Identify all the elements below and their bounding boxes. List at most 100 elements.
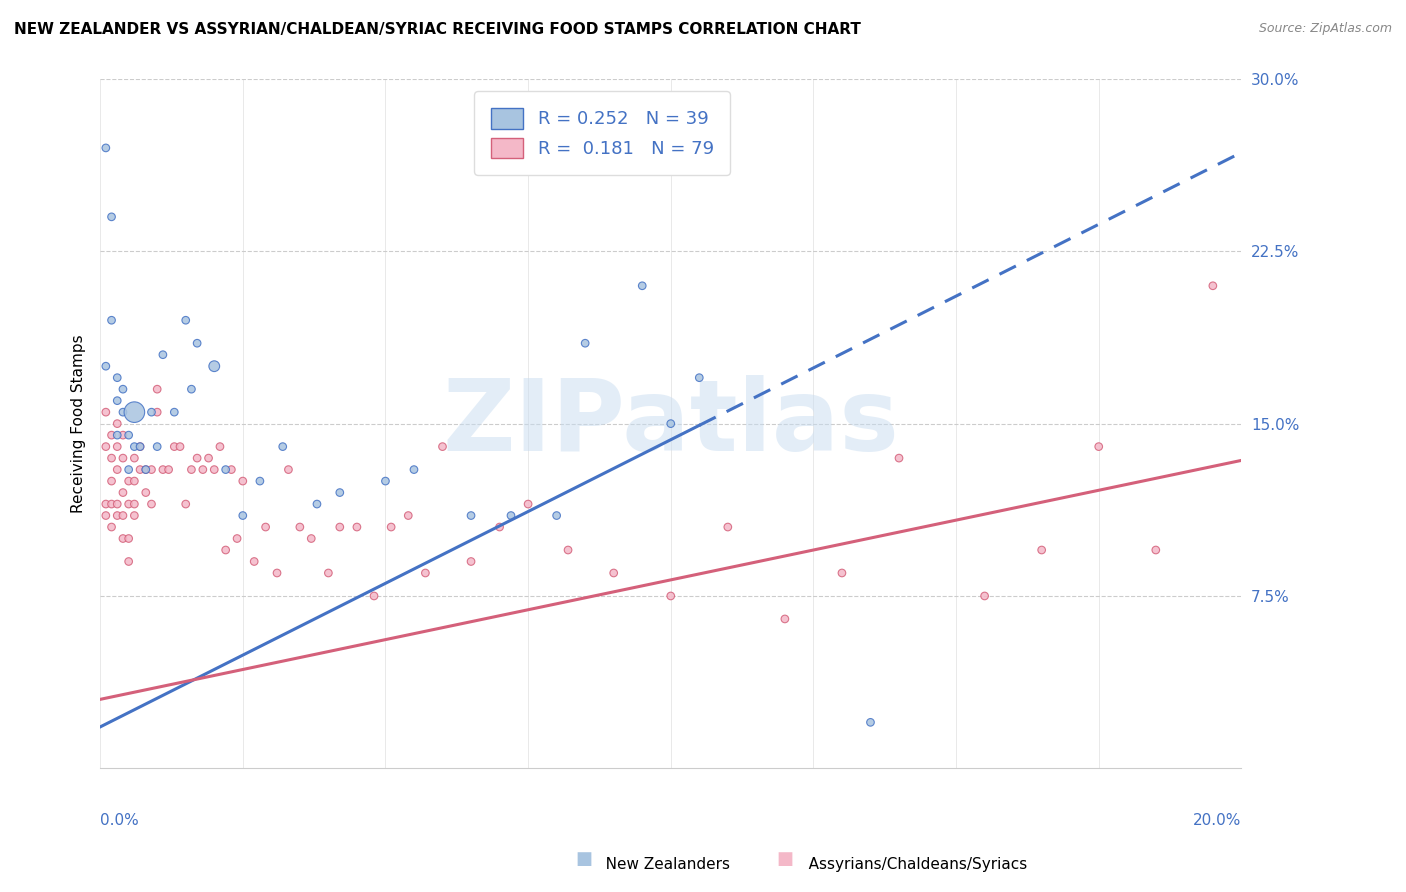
Point	[180, 382, 202, 396]
Point	[118, 462, 141, 476]
Point	[94, 141, 117, 155]
Point	[152, 348, 174, 362]
Point	[973, 589, 995, 603]
Point	[100, 210, 122, 224]
Point	[191, 462, 214, 476]
Point	[329, 485, 352, 500]
Point	[859, 715, 882, 730]
Point	[299, 532, 322, 546]
Point	[141, 405, 163, 419]
Point	[129, 440, 152, 454]
Point	[186, 451, 208, 466]
Point	[202, 359, 225, 374]
Text: NEW ZEALANDER VS ASSYRIAN/CHALDEAN/SYRIAC RECEIVING FOOD STAMPS CORRELATION CHAR: NEW ZEALANDER VS ASSYRIAN/CHALDEAN/SYRIA…	[14, 22, 860, 37]
Point	[197, 451, 219, 466]
Point	[243, 554, 266, 568]
Point	[460, 508, 482, 523]
Point	[105, 393, 128, 408]
Point	[226, 532, 249, 546]
Point	[111, 508, 134, 523]
Point	[118, 497, 141, 511]
Point	[105, 428, 128, 442]
Point	[215, 543, 238, 558]
Point	[135, 485, 157, 500]
Legend: R = 0.252   N = 39, R =  0.181   N = 79: R = 0.252 N = 39, R = 0.181 N = 79	[474, 92, 730, 175]
Point	[118, 554, 141, 568]
Point	[100, 428, 122, 442]
Point	[174, 313, 197, 327]
Point	[329, 520, 352, 534]
Point	[141, 462, 163, 476]
Point	[288, 520, 311, 534]
Point	[488, 520, 510, 534]
Point	[254, 520, 277, 534]
Point	[374, 474, 396, 488]
Point	[266, 566, 288, 580]
Point	[118, 474, 141, 488]
Point	[105, 370, 128, 384]
Text: 0.0%: 0.0%	[100, 814, 139, 828]
Point	[363, 589, 385, 603]
Point	[773, 612, 796, 626]
Point	[124, 474, 146, 488]
Point	[174, 497, 197, 511]
Point	[305, 497, 328, 511]
Text: ZIPatlas: ZIPatlas	[443, 376, 900, 472]
Point	[94, 440, 117, 454]
Point	[111, 405, 134, 419]
Point	[415, 566, 437, 580]
Point	[1202, 278, 1225, 293]
Point	[105, 508, 128, 523]
Point	[135, 462, 157, 476]
Point	[887, 451, 910, 466]
Point	[124, 508, 146, 523]
Point	[215, 462, 238, 476]
Point	[602, 566, 624, 580]
Point	[169, 440, 191, 454]
Point	[163, 405, 186, 419]
Point	[111, 532, 134, 546]
Point	[180, 462, 202, 476]
Point	[118, 532, 141, 546]
Point	[221, 462, 243, 476]
Point	[100, 451, 122, 466]
Point	[396, 508, 419, 523]
Point	[557, 543, 579, 558]
Point	[208, 440, 231, 454]
Point	[105, 440, 128, 454]
Point	[141, 497, 163, 511]
Point	[100, 474, 122, 488]
Point	[118, 428, 141, 442]
Point	[100, 497, 122, 511]
Point	[1087, 440, 1109, 454]
Text: Assyrians/Chaldeans/Syriacs: Assyrians/Chaldeans/Syriacs	[794, 857, 1028, 872]
Point	[277, 462, 299, 476]
Point	[124, 405, 146, 419]
Point	[517, 497, 540, 511]
Point	[232, 508, 254, 523]
Point	[111, 451, 134, 466]
Point	[402, 462, 425, 476]
Point	[232, 474, 254, 488]
Point	[631, 278, 654, 293]
Point	[157, 462, 180, 476]
Point	[124, 451, 146, 466]
Point	[146, 440, 169, 454]
Point	[146, 405, 169, 419]
Point	[271, 440, 294, 454]
Point	[688, 370, 710, 384]
Text: 20.0%: 20.0%	[1194, 814, 1241, 828]
Point	[111, 485, 134, 500]
Point	[1144, 543, 1167, 558]
Point	[124, 440, 146, 454]
Text: Source: ZipAtlas.com: Source: ZipAtlas.com	[1258, 22, 1392, 36]
Point	[432, 440, 454, 454]
Point	[163, 440, 186, 454]
Point	[111, 382, 134, 396]
Point	[129, 462, 152, 476]
Point	[100, 313, 122, 327]
Point	[202, 462, 225, 476]
Point	[346, 520, 368, 534]
Point	[124, 497, 146, 511]
Point	[659, 589, 682, 603]
